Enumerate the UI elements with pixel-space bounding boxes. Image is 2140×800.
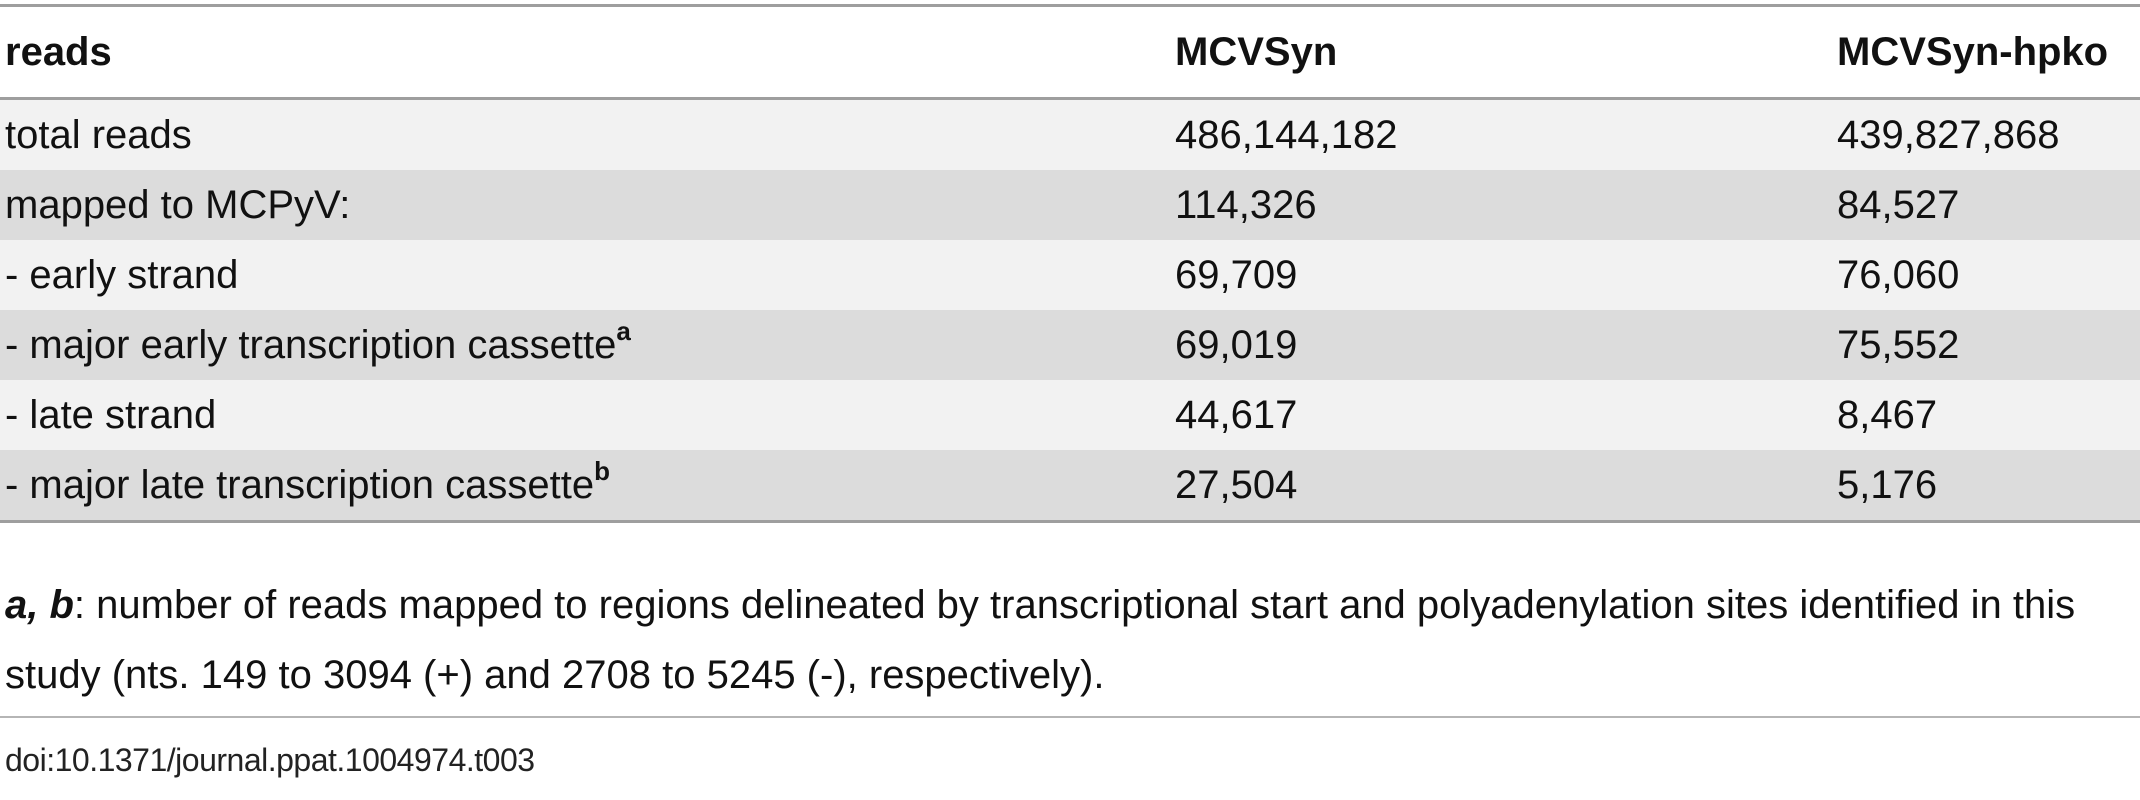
table-row: - late strand 44,617 8,467 (0, 380, 2140, 450)
mcvsyn-value: 27,504 (1175, 462, 1298, 507)
header-reads: reads (5, 29, 112, 74)
doi-link[interactable]: doi:10.1371/journal.ppat.1004974.t003 (5, 742, 535, 778)
mcvsyn-value: 69,019 (1175, 322, 1298, 367)
table-row: - early strand 69,709 76,060 (0, 240, 2140, 310)
table-row: total reads 486,144,182 439,827,868 (0, 98, 2140, 170)
hpko-value: 76,060 (1837, 252, 1960, 297)
table-row: - major late transcription cassetteb 27,… (0, 450, 2140, 522)
data-table-container: reads MCVSyn MCVSyn-hpko total reads 486… (0, 4, 2140, 523)
row-label: total reads (5, 112, 192, 157)
table-row: - major early transcription cassettea 69… (0, 310, 2140, 380)
hpko-value: 439,827,868 (1837, 112, 2060, 157)
footnote-marker-b: b (594, 455, 611, 486)
footnote-keys: a, b (5, 583, 74, 627)
row-label: - major late transcription cassetteb (5, 455, 611, 507)
table-header-row: reads MCVSyn MCVSyn-hpko (0, 5, 2140, 99)
hpko-value: 75,552 (1837, 322, 1960, 367)
mcvsyn-value: 486,144,182 (1175, 112, 1398, 157)
mcvsyn-value: 44,617 (1175, 392, 1298, 437)
header-mcvsyn: MCVSyn (1175, 29, 1338, 74)
hpko-value: 8,467 (1837, 392, 1938, 437)
footer-divider (0, 716, 2140, 718)
footnote-marker-a: a (616, 315, 631, 346)
mcvsyn-value: 69,709 (1175, 252, 1298, 297)
mcvsyn-value: 114,326 (1175, 182, 1317, 227)
header-mcvsyn-hpko: MCVSyn-hpko (1837, 29, 2109, 74)
hpko-value: 5,176 (1837, 462, 1938, 507)
row-label: mapped to MCPyV: (5, 182, 351, 227)
row-label: - major early transcription cassettea (5, 315, 631, 367)
row-label: - late strand (5, 392, 217, 437)
read-counts-table: reads MCVSyn MCVSyn-hpko total reads 486… (0, 4, 2140, 523)
table-row: mapped to MCPyV: 114,326 84,527 (0, 170, 2140, 240)
table-footnote: a, b: number of reads mapped to regions … (5, 570, 2125, 710)
row-label: - early strand (5, 252, 239, 297)
hpko-value: 84,527 (1837, 182, 1960, 227)
footnote-text: : number of reads mapped to regions deli… (5, 583, 2076, 697)
